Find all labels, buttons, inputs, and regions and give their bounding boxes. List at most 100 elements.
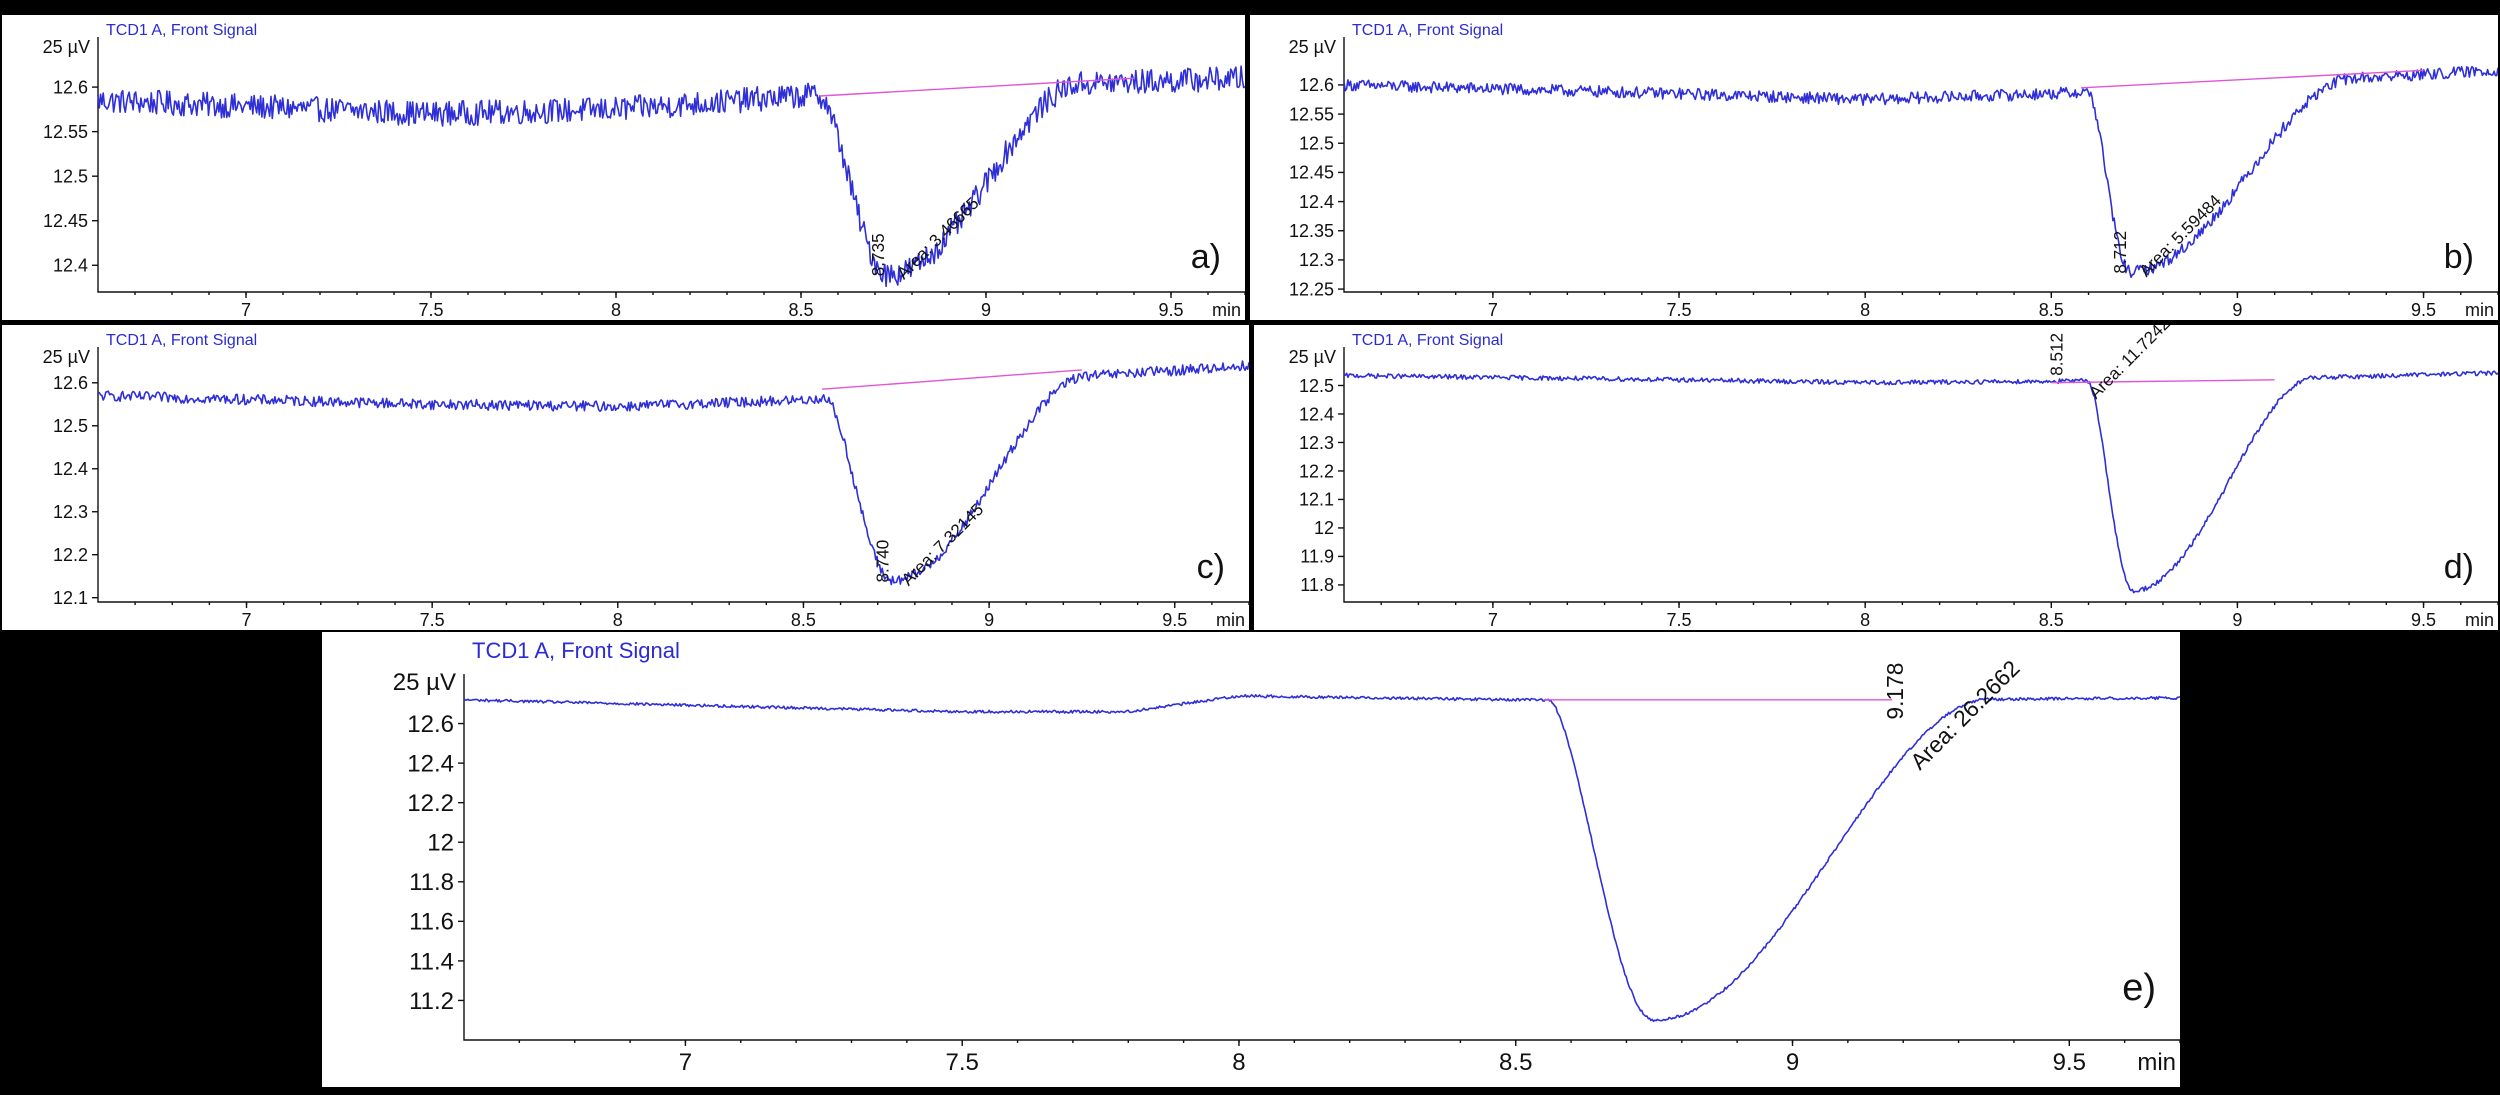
chart-svg-b: TCD1 A, Front Signal 25 µV 12.6 12.55 12.5 12… xyxy=(1289,22,2498,320)
y-tick-label: 11.2 xyxy=(409,988,454,1015)
y-tick-label: 12.4 xyxy=(1299,404,1334,424)
y-tick-label: 12.2 xyxy=(407,790,454,817)
x-tick-label: 9 xyxy=(1786,1049,1799,1076)
y-tick-label: 12.55 xyxy=(1289,104,1334,124)
y-tick-label: 12.25 xyxy=(1289,279,1334,299)
unit-label: 25 µV xyxy=(1289,347,1336,367)
panel-label: d) xyxy=(2444,548,2474,586)
x-tick-label: 9 xyxy=(2232,300,2242,320)
x-tick-label: 9.5 xyxy=(1162,610,1187,630)
axis-lines xyxy=(463,674,2180,1041)
y-tick-label: 12.2 xyxy=(1299,461,1334,481)
x-tick-label: 8.5 xyxy=(2039,300,2064,320)
retention-time-label: 8.512 xyxy=(2047,333,2066,376)
chart-svg-a: TCD1 A, Front Signal 25 µV 12.6 12.55 12.5 12… xyxy=(43,22,1245,320)
x-tick-label: 7 xyxy=(241,300,251,320)
chart-svg-e: TCD1 A, Front Signal 25 µV 12.6 12.4 12.2 12 1… xyxy=(393,638,2180,1076)
x-tick-label: 8 xyxy=(1860,610,1870,630)
axis-lines xyxy=(1343,347,2498,603)
integration-baseline xyxy=(819,77,1135,97)
y-tick-label: 12.4 xyxy=(53,256,88,276)
peak-area-label: Area: 3.46665 xyxy=(893,194,982,283)
x-axis-label: min xyxy=(2465,300,2494,320)
y-tick-label: 12.3 xyxy=(1299,433,1334,453)
x-tick-label: 7 xyxy=(1488,300,1498,320)
panel-label: e) xyxy=(2122,967,2156,1009)
y-tick-label: 12.5 xyxy=(53,416,88,436)
y-tick-label: 12.45 xyxy=(1289,163,1334,183)
x-tick-label: 7 xyxy=(679,1049,692,1076)
chart-panel-b: TCD1 A, Front Signal 25 µV 12.6 12.55 12.5 12… xyxy=(1250,15,2498,320)
x-tick-label: 8.5 xyxy=(788,300,813,320)
peak-area-label: Area: 11.7242 xyxy=(2085,325,2173,403)
x-axis-label: min xyxy=(2465,610,2494,630)
x-tick-label: 8.5 xyxy=(2039,610,2064,630)
y-tick-label: 12.4 xyxy=(53,459,88,479)
y-tick-label: 12.2 xyxy=(53,545,88,565)
signal-trace xyxy=(97,360,1249,586)
y-tick-label: 12.55 xyxy=(43,122,88,142)
x-tick-label: 9.5 xyxy=(2411,300,2436,320)
x-tick-label: 7.5 xyxy=(946,1049,979,1076)
retention-time-label: 8.740 xyxy=(874,540,893,583)
chart-panel-e: TCD1 A, Front Signal 25 µV 12.6 12.4 12.2 12 1… xyxy=(322,632,2180,1087)
unit-label: 25 µV xyxy=(1289,37,1336,57)
y-tick-label: 12.6 xyxy=(53,373,88,393)
y-tick-label: 12.1 xyxy=(1299,490,1334,510)
x-tick-label: 7.5 xyxy=(420,610,445,630)
signal-trace xyxy=(1343,65,2498,279)
y-tick-label: 12.5 xyxy=(1299,376,1334,396)
y-tick-label: 12.35 xyxy=(1289,221,1334,241)
x-tick-label: 9 xyxy=(2232,610,2242,630)
y-tick-label: 11.8 xyxy=(409,869,454,896)
x-tick-label: 7 xyxy=(1488,610,1498,630)
x-tick-label: 9.5 xyxy=(2411,610,2436,630)
chart-title: TCD1 A, Front Signal xyxy=(1352,22,1503,39)
peak-area-label: Area: 26.2662 xyxy=(1905,655,2025,775)
x-tick-label: 7 xyxy=(242,610,252,630)
unit-label: 25 µV xyxy=(43,37,90,57)
y-tick-label: 12.5 xyxy=(53,166,88,186)
signal-trace xyxy=(463,693,2180,1023)
y-tick-label: 12.1 xyxy=(53,588,88,608)
integration-baseline xyxy=(821,369,1082,390)
x-tick-label: 9 xyxy=(984,610,994,630)
chart-panel-a: TCD1 A, Front Signal 25 µV 12.6 12.55 12.5 12… xyxy=(2,15,1245,320)
retention-time-label: 8.735 xyxy=(869,233,888,276)
signal-trace xyxy=(97,65,1245,288)
unit-label: 25 µV xyxy=(43,347,90,367)
y-tick-label: 12.3 xyxy=(53,502,88,522)
x-tick-label: 8.5 xyxy=(1499,1049,1532,1076)
chart-title: TCD1 A, Front Signal xyxy=(1352,332,1503,349)
y-tick-label: 12.6 xyxy=(1299,75,1334,95)
x-tick-label: 9.5 xyxy=(1158,300,1183,320)
signal-trace xyxy=(1343,370,2498,594)
y-tick-label: 11.6 xyxy=(409,909,454,936)
y-tick-label: 12 xyxy=(427,830,454,857)
peak-area-label: Area: 5.59484 xyxy=(2136,191,2225,280)
y-tick-label: 12.4 xyxy=(1299,192,1334,212)
y-tick-label: 12.3 xyxy=(1299,250,1334,270)
x-tick-label: 8 xyxy=(1232,1049,1245,1076)
y-tick-label: 12 xyxy=(1314,518,1334,538)
x-tick-label: 9.5 xyxy=(2053,1049,2086,1076)
chart-title: TCD1 A, Front Signal xyxy=(472,638,680,663)
x-tick-label: 8 xyxy=(1860,300,1870,320)
panel-label: b) xyxy=(2444,238,2474,276)
integration-baseline xyxy=(2051,379,2275,384)
y-tick-label: 12.4 xyxy=(407,751,454,778)
x-tick-label: 7.5 xyxy=(418,300,443,320)
x-tick-label: 8 xyxy=(611,300,621,320)
y-tick-label: 11.9 xyxy=(1300,547,1334,567)
x-tick-label: 7.5 xyxy=(1667,610,1692,630)
y-tick-label: 12.5 xyxy=(1299,134,1334,154)
unit-label: 25 µV xyxy=(393,669,456,696)
x-axis-label: min xyxy=(1212,300,1241,320)
x-tick-label: 7.5 xyxy=(1667,300,1692,320)
chart-svg-d: TCD1 A, Front Signal 25 µV 12.5 12.4 12.3 12.… xyxy=(1289,325,2498,630)
integration-baseline xyxy=(2081,69,2424,89)
y-tick-label: 11.4 xyxy=(409,948,454,975)
y-tick-label: 12.45 xyxy=(43,211,88,231)
x-tick-label: 8 xyxy=(613,610,623,630)
retention-time-label: 8.712 xyxy=(2111,231,2130,274)
